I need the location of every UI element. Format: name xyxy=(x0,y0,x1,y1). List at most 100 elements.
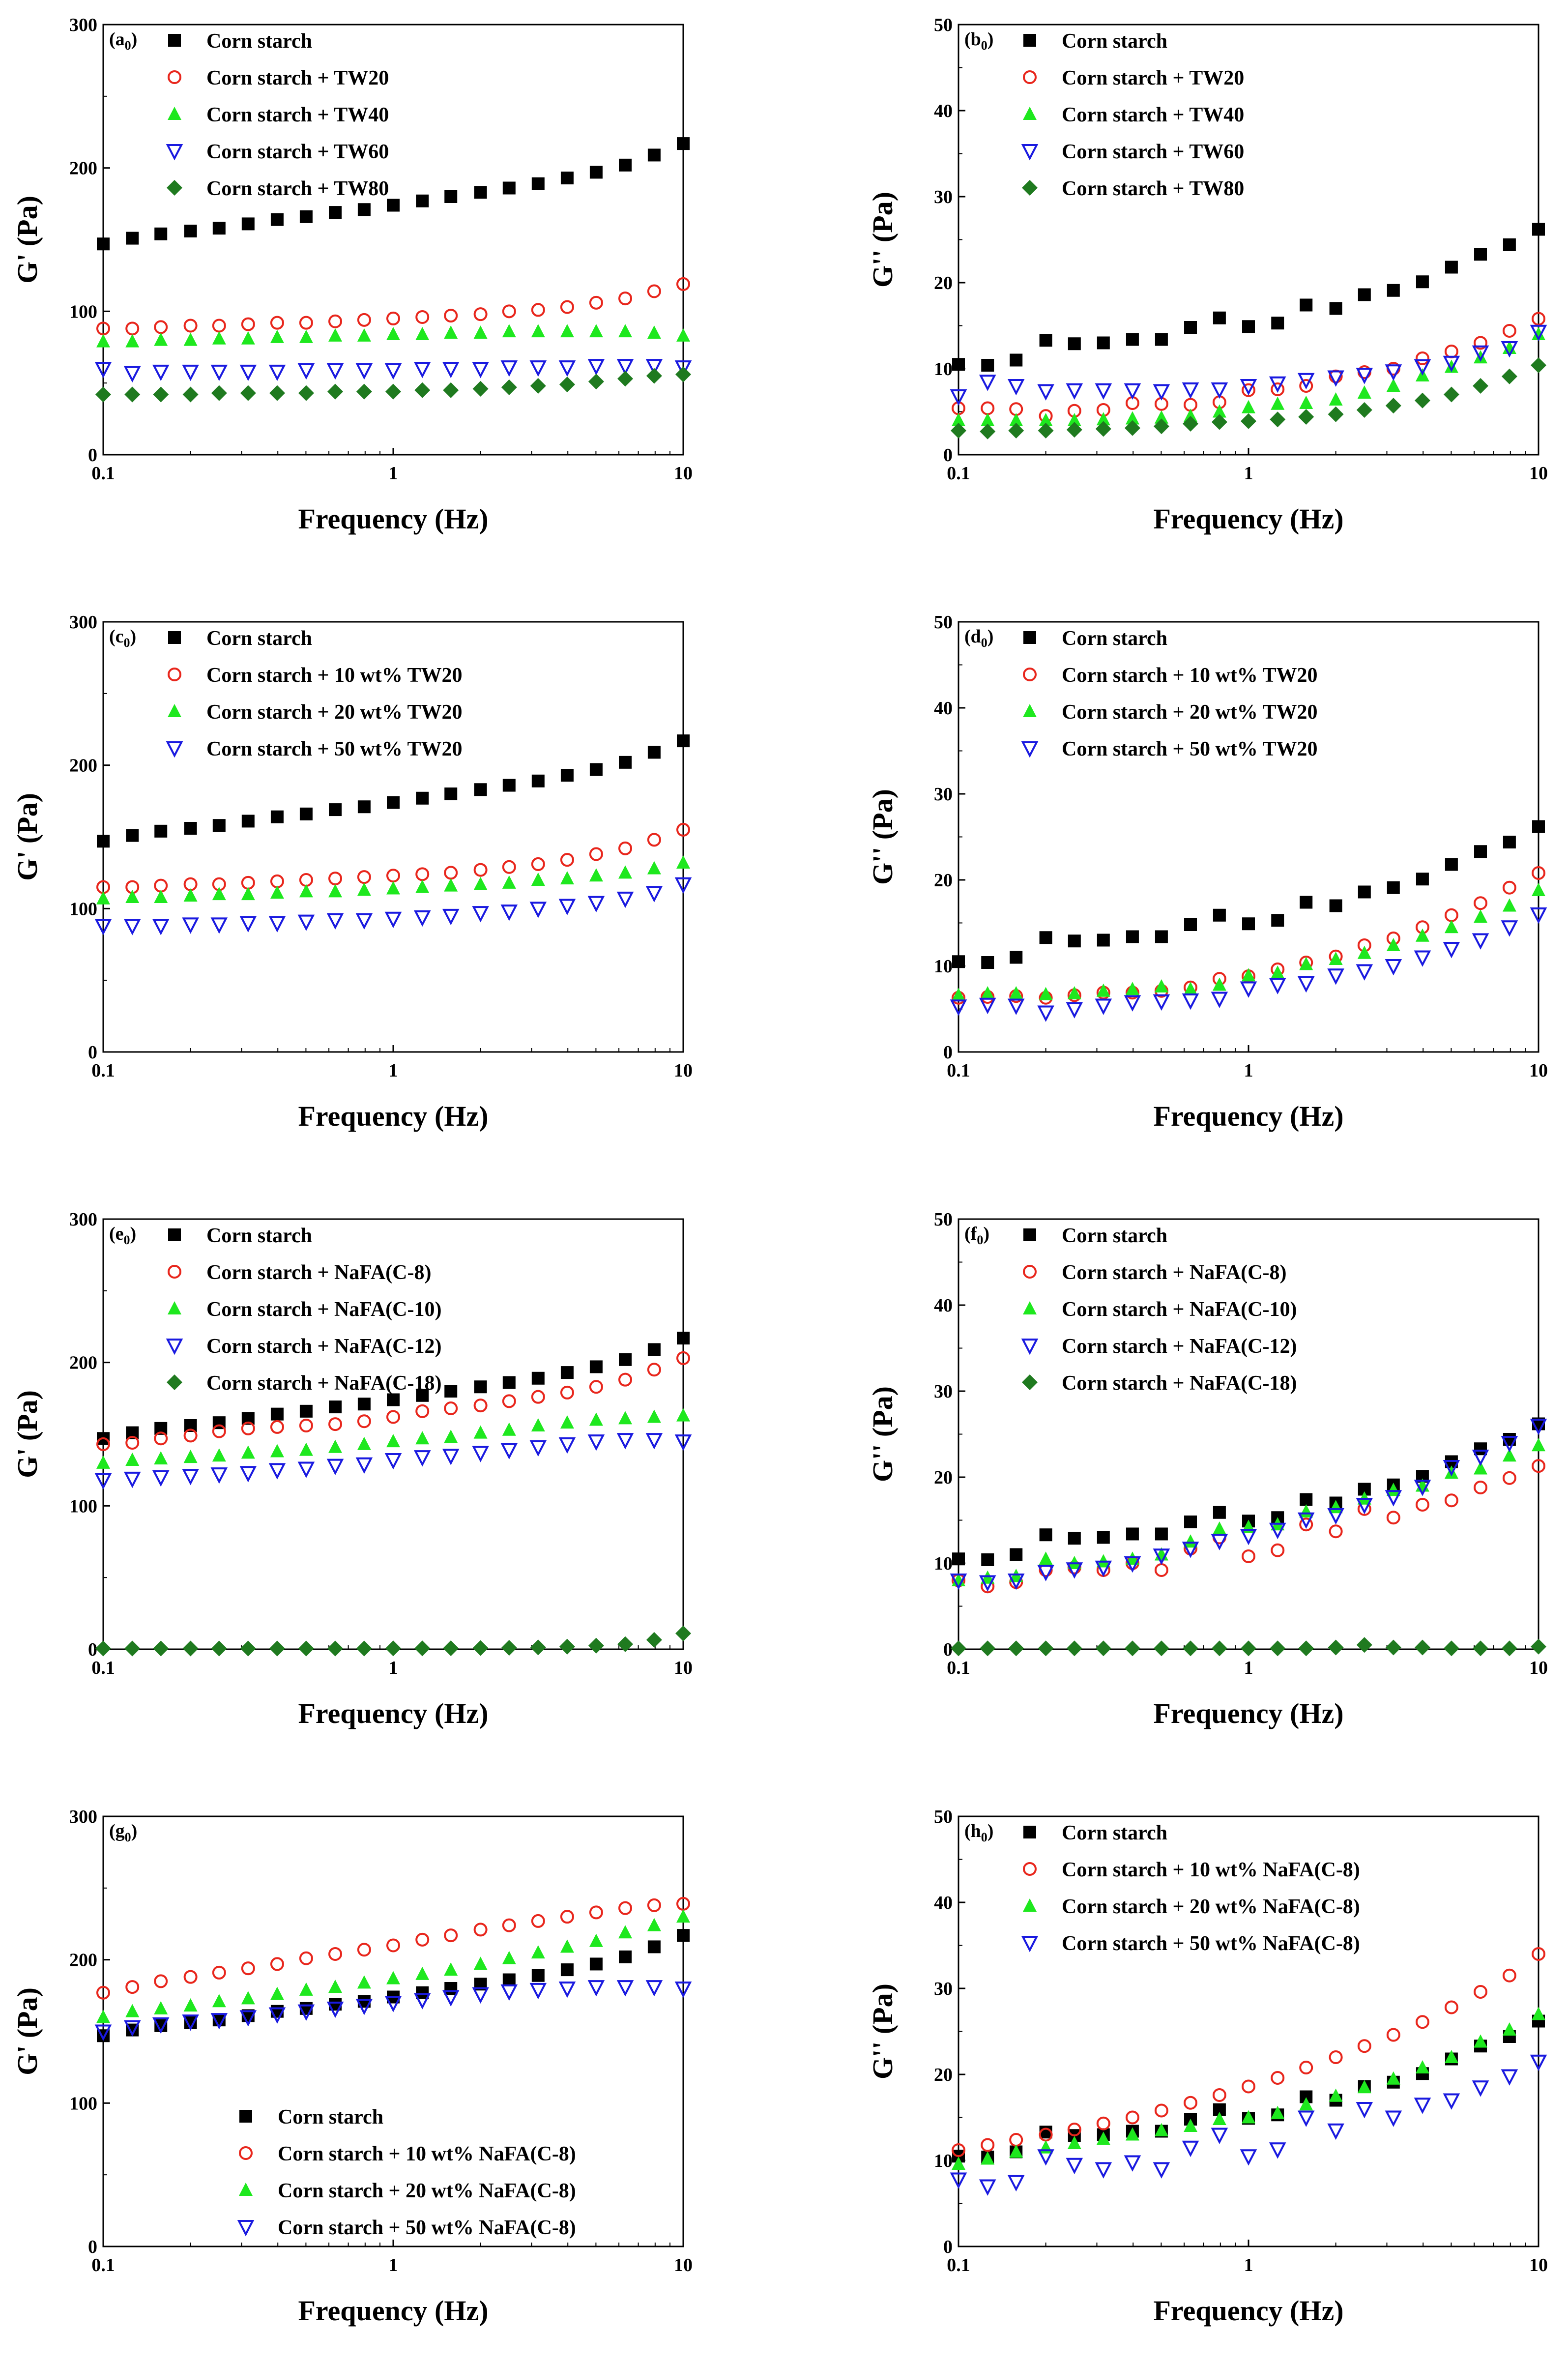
data-point xyxy=(154,332,168,346)
data-point xyxy=(125,321,140,336)
data-point xyxy=(1010,951,1023,964)
data-point xyxy=(125,1436,140,1450)
data-point xyxy=(1501,368,1517,384)
data-point xyxy=(619,1950,632,1963)
data-point xyxy=(1356,1637,1372,1653)
data-point xyxy=(501,1640,517,1656)
data-point xyxy=(387,796,400,809)
data-point xyxy=(299,329,313,343)
legend-label: Corn starch + TW60 xyxy=(1062,141,1244,163)
data-point xyxy=(212,1424,226,1438)
data-point xyxy=(212,319,226,333)
data-point xyxy=(950,1574,967,1590)
series-2 xyxy=(96,855,690,904)
panel-label-letter: d xyxy=(971,626,981,647)
data-point xyxy=(979,1575,996,1592)
data-point xyxy=(299,316,313,330)
data-point xyxy=(616,1980,634,1997)
data-point xyxy=(952,2157,965,2170)
data-point xyxy=(472,380,489,397)
x-tick-label: 0.1 xyxy=(91,1060,115,1081)
data-point xyxy=(268,916,286,933)
data-point xyxy=(413,910,431,927)
data-point xyxy=(1474,845,1487,858)
y-tick-label: 0 xyxy=(88,1042,97,1063)
y-tick-label: 40 xyxy=(934,101,953,121)
data-point xyxy=(589,324,603,338)
data-point xyxy=(676,328,690,342)
data-point xyxy=(444,866,458,880)
legend-label: Corn starch + TW80 xyxy=(1062,177,1244,200)
data-point xyxy=(413,1993,431,2010)
data-point xyxy=(1039,1528,1052,1542)
data-point xyxy=(560,871,574,885)
legend-marker xyxy=(168,1301,181,1314)
x-tick-label: 1 xyxy=(1244,463,1253,484)
y-tick-label: 0 xyxy=(943,445,953,466)
legend-label: Corn starch + NaFA(C-18) xyxy=(206,1372,441,1395)
y-tick-label: 100 xyxy=(69,899,97,919)
data-point xyxy=(616,359,634,376)
series-0 xyxy=(952,2014,1545,2163)
data-point xyxy=(96,2010,110,2023)
data-point xyxy=(647,861,661,875)
data-point xyxy=(444,1928,458,1943)
data-point xyxy=(1242,2110,1255,2124)
legend-label: Corn starch + 10 wt% NaFA(C-8) xyxy=(278,2143,576,2165)
data-point xyxy=(618,1411,633,1425)
data-point xyxy=(1385,1490,1402,1507)
legend-label: Corn starch + 10 wt% NaFA(C-8) xyxy=(1062,1859,1360,1881)
data-point xyxy=(979,997,996,1015)
data-point xyxy=(1154,979,1168,992)
data-point xyxy=(676,1909,690,1923)
data-point xyxy=(123,366,141,383)
legend-label: Corn starch + NaFA(C-18) xyxy=(1062,1372,1297,1395)
legend-label: Corn starch + NaFA(C-10) xyxy=(206,1298,441,1321)
series-3 xyxy=(94,1980,692,2041)
series-1 xyxy=(96,1351,690,1451)
data-point xyxy=(502,860,516,874)
data-point xyxy=(270,213,284,226)
panel-label-subscript: 0 xyxy=(124,636,130,650)
data-point xyxy=(1095,1640,1111,1657)
data-point xyxy=(1387,881,1400,894)
data-point xyxy=(1415,351,1429,365)
x-tick-label: 0.1 xyxy=(91,1658,115,1678)
data-point xyxy=(1242,400,1255,413)
legend-label: Corn starch + TW80 xyxy=(206,177,389,200)
data-point xyxy=(326,1458,344,1476)
data-point xyxy=(356,383,372,400)
data-point xyxy=(184,225,197,237)
data-point xyxy=(1153,418,1169,435)
y-tick-label: 0 xyxy=(943,1639,953,1660)
data-point xyxy=(239,916,257,933)
data-point xyxy=(414,382,431,398)
data-point xyxy=(1443,355,1460,373)
data-point xyxy=(1008,423,1024,438)
legend-marker xyxy=(168,107,181,120)
legend-marker xyxy=(1023,1898,1037,1912)
data-point xyxy=(587,1434,605,1451)
x-tick-label: 10 xyxy=(1529,1658,1548,1678)
data-point xyxy=(1299,2061,1313,2074)
data-point xyxy=(502,1951,516,1964)
data-point xyxy=(1299,957,1313,970)
data-point xyxy=(1270,411,1286,428)
data-point xyxy=(270,1986,284,2000)
data-point xyxy=(1271,965,1285,979)
data-point xyxy=(1037,1565,1054,1581)
data-point xyxy=(981,2138,995,2152)
data-point xyxy=(1211,414,1227,430)
y-tick-label: 20 xyxy=(934,1467,953,1488)
legend-marker xyxy=(239,2183,253,2196)
panel-label-subscript: 0 xyxy=(981,38,987,53)
data-point xyxy=(355,363,373,380)
data-point xyxy=(952,988,965,1001)
data-point xyxy=(154,890,168,903)
data-point xyxy=(1501,920,1518,937)
data-point xyxy=(152,919,170,935)
data-point xyxy=(1329,952,1343,965)
x-tick-label: 10 xyxy=(674,2255,693,2275)
